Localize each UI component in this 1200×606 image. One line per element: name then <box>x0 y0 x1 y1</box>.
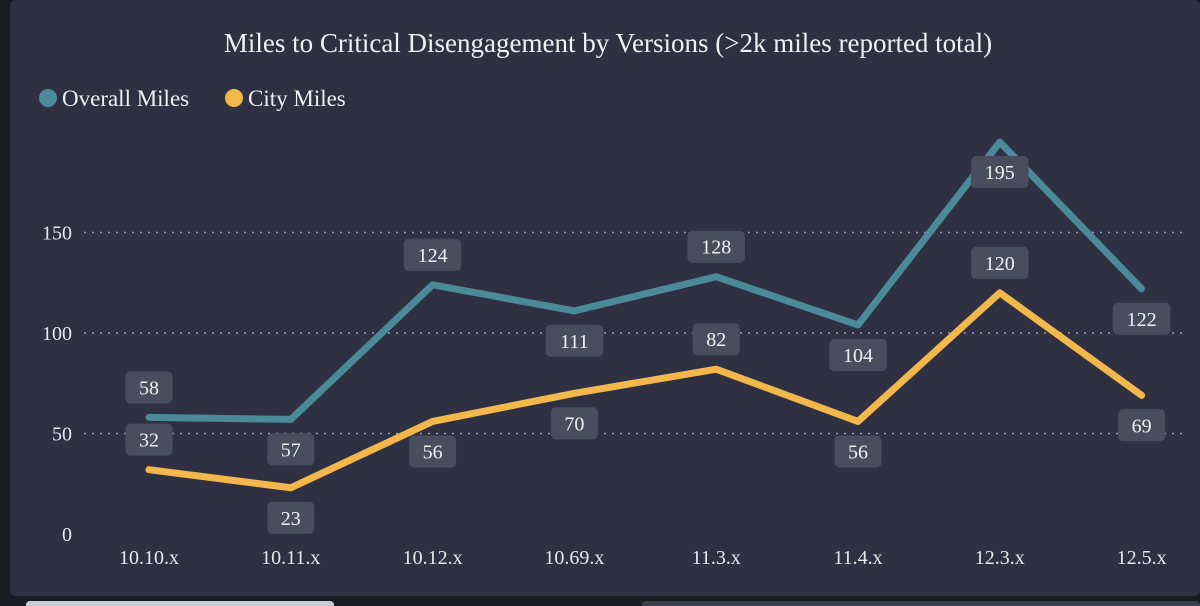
data-label-0-0: 58 <box>125 371 173 404</box>
data-label-box <box>1118 409 1166 442</box>
data-label-box <box>403 238 462 271</box>
x-tick-label-2: 10.12.x <box>403 547 463 569</box>
legend: Overall Miles City Miles <box>39 86 346 111</box>
data-label-box <box>409 435 457 468</box>
data-label-value: 58 <box>139 377 159 399</box>
data-label-box <box>550 407 598 440</box>
data-label-0-6: 195 <box>971 156 1029 189</box>
x-tick-label-6: 12.3.x <box>975 547 1025 569</box>
chart-title: Miles to Critical Disengagement by Versi… <box>224 28 992 58</box>
data-label-box <box>829 338 887 371</box>
data-label-value: 70 <box>564 413 584 435</box>
legend-marker-0[interactable] <box>39 89 57 107</box>
data-label-value: 111 <box>560 331 589 353</box>
data-label-value: 56 <box>848 441 868 463</box>
x-tick-label-5: 11.4.x <box>833 547 882 569</box>
data-label-1-2: 56 <box>409 435 457 468</box>
data-label-box <box>692 323 740 356</box>
data-label-box <box>971 156 1029 189</box>
data-label-value: 32 <box>139 430 159 452</box>
data-label-value: 56 <box>423 441 443 463</box>
x-axis: 10.10.x 10.11.x 10.12.x 10.69.x 11.3.x 11.4.x… <box>119 547 1167 569</box>
data-label-1-3: 70 <box>550 407 598 440</box>
data-label-1-7: 69 <box>1118 409 1166 442</box>
data-label-0-7: 122 <box>1112 302 1171 335</box>
x-tick-label-7: 12.5.x <box>1117 547 1167 569</box>
data-label-box <box>1112 302 1171 335</box>
data-label-value: 82 <box>706 329 726 351</box>
data-label-1-0: 32 <box>125 423 173 456</box>
data-label-value: 122 <box>1127 309 1157 331</box>
data-label-box <box>971 246 1029 279</box>
y-tick-label-2: 100 <box>42 323 72 345</box>
legend-label-1[interactable]: City Miles <box>248 86 346 111</box>
data-label-1-4: 82 <box>692 323 740 356</box>
data-label-value: 57 <box>281 439 301 461</box>
data-label-value: 124 <box>418 245 448 267</box>
data-label-0-1: 57 <box>267 433 315 466</box>
data-label-0-5: 104 <box>829 338 887 371</box>
data-label-1-1: 23 <box>267 501 315 534</box>
data-label-value: 128 <box>701 237 731 259</box>
x-tick-label-0: 10.10.x <box>119 547 179 569</box>
legend-label-0[interactable]: Overall Miles <box>62 86 189 111</box>
data-label-value: 23 <box>281 508 301 530</box>
data-label-box <box>125 371 173 404</box>
data-label-box <box>687 230 745 263</box>
data-label-box <box>125 423 173 456</box>
data-label-0-4: 128 <box>687 230 745 263</box>
data-label-value: 104 <box>843 345 873 367</box>
bottom-tab[interactable] <box>26 601 334 606</box>
data-label-box <box>267 433 315 466</box>
data-label-value: 69 <box>1132 415 1152 437</box>
data-label-value: 195 <box>985 162 1015 184</box>
bottom-tab-secondary[interactable] <box>642 601 1200 606</box>
x-tick-label-4: 11.3.x <box>692 547 741 569</box>
y-tick-label-1: 50 <box>52 424 72 446</box>
y-tick-label-3: 150 <box>42 223 72 245</box>
data-label-1-5: 56 <box>834 435 882 468</box>
bottom-strip <box>0 596 1200 606</box>
x-tick-label-3: 10.69.x <box>544 547 604 569</box>
data-label-1-6: 120 <box>971 246 1029 279</box>
y-axis: 0 50 100 150 <box>42 223 72 547</box>
data-labels: 58 57 124 111 128 104 195 122 32 23 56 70 82 56 120 69 <box>125 156 1171 534</box>
data-label-value: 120 <box>985 253 1015 275</box>
data-label-0-2: 124 <box>403 238 462 271</box>
legend-marker-1[interactable] <box>225 89 243 107</box>
x-tick-label-1: 10.11.x <box>261 547 320 569</box>
data-label-box <box>834 435 882 468</box>
data-label-box <box>545 324 604 357</box>
y-tick-label-0: 0 <box>62 524 72 546</box>
data-label-box <box>267 501 315 534</box>
data-label-0-3: 111 <box>545 324 604 357</box>
series-line-1[interactable] <box>145 289 1146 492</box>
